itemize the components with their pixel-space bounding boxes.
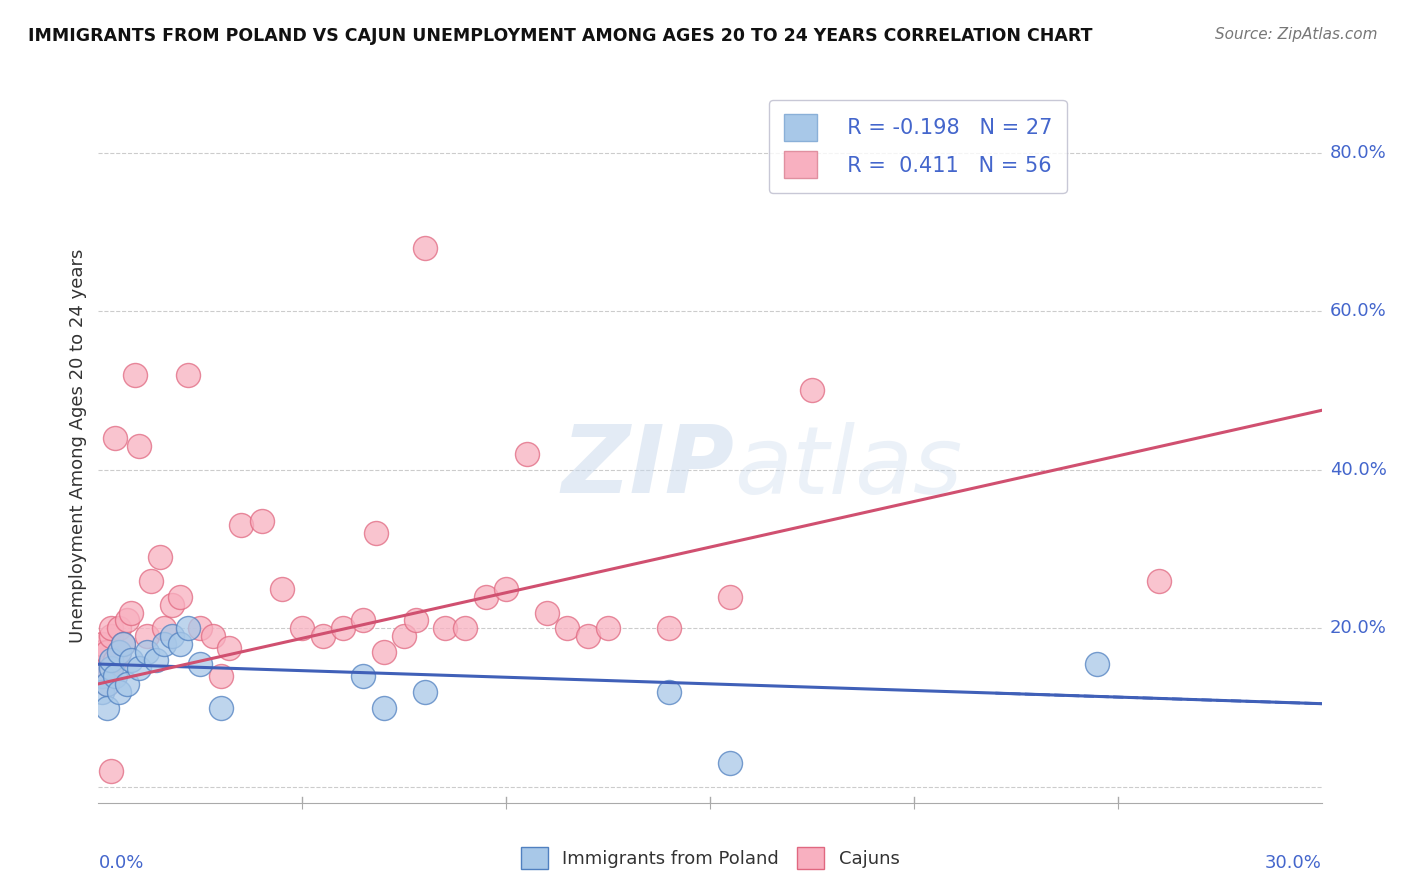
Point bbox=[169, 637, 191, 651]
Text: Source: ZipAtlas.com: Source: ZipAtlas.com bbox=[1215, 27, 1378, 42]
Point bbox=[100, 764, 122, 778]
Point bbox=[454, 621, 477, 635]
Point bbox=[120, 606, 142, 620]
Point bbox=[160, 598, 183, 612]
Point bbox=[91, 685, 114, 699]
Point bbox=[516, 447, 538, 461]
Point bbox=[392, 629, 416, 643]
Point bbox=[108, 645, 131, 659]
Point bbox=[108, 645, 131, 659]
Point bbox=[201, 629, 224, 643]
Text: 30.0%: 30.0% bbox=[1265, 855, 1322, 872]
Point bbox=[291, 621, 314, 635]
Point bbox=[576, 629, 599, 643]
Point bbox=[598, 621, 620, 635]
Point bbox=[801, 384, 824, 398]
Text: 40.0%: 40.0% bbox=[1330, 461, 1386, 479]
Point bbox=[111, 637, 134, 651]
Point bbox=[373, 700, 395, 714]
Point bbox=[188, 657, 212, 671]
Point bbox=[1147, 574, 1170, 588]
Text: 80.0%: 80.0% bbox=[1330, 144, 1386, 161]
Point bbox=[100, 653, 122, 667]
Point bbox=[209, 669, 232, 683]
Point bbox=[160, 629, 183, 643]
Text: 0.0%: 0.0% bbox=[98, 855, 143, 872]
Text: ZIP: ZIP bbox=[561, 421, 734, 514]
Point bbox=[108, 685, 131, 699]
Point bbox=[145, 653, 167, 667]
Point bbox=[658, 685, 681, 699]
Point bbox=[100, 661, 122, 675]
Point bbox=[209, 700, 232, 714]
Point bbox=[434, 621, 457, 635]
Point bbox=[169, 590, 191, 604]
Point bbox=[718, 756, 742, 771]
Point bbox=[128, 439, 150, 453]
Point bbox=[100, 629, 122, 643]
Point bbox=[413, 241, 436, 255]
Point bbox=[474, 590, 498, 604]
Point bbox=[96, 645, 118, 659]
Point bbox=[1085, 657, 1108, 671]
Text: IMMIGRANTS FROM POLAND VS CAJUN UNEMPLOYMENT AMONG AGES 20 TO 24 YEARS CORRELATI: IMMIGRANTS FROM POLAND VS CAJUN UNEMPLOY… bbox=[28, 27, 1092, 45]
Point bbox=[115, 614, 138, 628]
Point bbox=[177, 621, 200, 635]
Point bbox=[91, 669, 114, 683]
Point bbox=[373, 645, 395, 659]
Point bbox=[352, 614, 374, 628]
Point bbox=[495, 582, 517, 596]
Point bbox=[96, 677, 118, 691]
Point bbox=[104, 431, 127, 445]
Point bbox=[136, 629, 159, 643]
Point bbox=[96, 700, 118, 714]
Point bbox=[120, 653, 142, 667]
Point bbox=[100, 661, 122, 675]
Point bbox=[91, 645, 114, 659]
Point bbox=[96, 677, 118, 691]
Text: 20.0%: 20.0% bbox=[1330, 619, 1386, 638]
Point bbox=[218, 641, 240, 656]
Point bbox=[108, 621, 131, 635]
Point bbox=[149, 549, 172, 564]
Point bbox=[111, 637, 134, 651]
Point bbox=[718, 590, 742, 604]
Point bbox=[188, 621, 212, 635]
Y-axis label: Unemployment Among Ages 20 to 24 years: Unemployment Among Ages 20 to 24 years bbox=[69, 249, 87, 643]
Point bbox=[141, 574, 163, 588]
Point bbox=[91, 653, 114, 667]
Point bbox=[104, 669, 127, 683]
Point bbox=[177, 368, 200, 382]
Point bbox=[104, 653, 127, 667]
Point bbox=[312, 629, 335, 643]
Point bbox=[124, 368, 146, 382]
Point bbox=[231, 518, 253, 533]
Point bbox=[152, 637, 174, 651]
Point bbox=[91, 637, 114, 651]
Point bbox=[91, 669, 114, 683]
Text: atlas: atlas bbox=[734, 422, 963, 513]
Point bbox=[352, 669, 374, 683]
Point bbox=[536, 606, 558, 620]
Point bbox=[250, 514, 273, 528]
Point bbox=[152, 621, 174, 635]
Point bbox=[332, 621, 354, 635]
Point bbox=[100, 621, 122, 635]
Point bbox=[96, 661, 118, 675]
Point bbox=[128, 661, 150, 675]
Point bbox=[364, 526, 387, 541]
Point bbox=[555, 621, 579, 635]
Text: 60.0%: 60.0% bbox=[1330, 302, 1386, 320]
Point bbox=[405, 614, 427, 628]
Point bbox=[270, 582, 294, 596]
Point bbox=[658, 621, 681, 635]
Legend: Immigrants from Poland, Cajuns: Immigrants from Poland, Cajuns bbox=[513, 839, 907, 876]
Point bbox=[413, 685, 436, 699]
Point bbox=[136, 645, 159, 659]
Point bbox=[115, 677, 138, 691]
